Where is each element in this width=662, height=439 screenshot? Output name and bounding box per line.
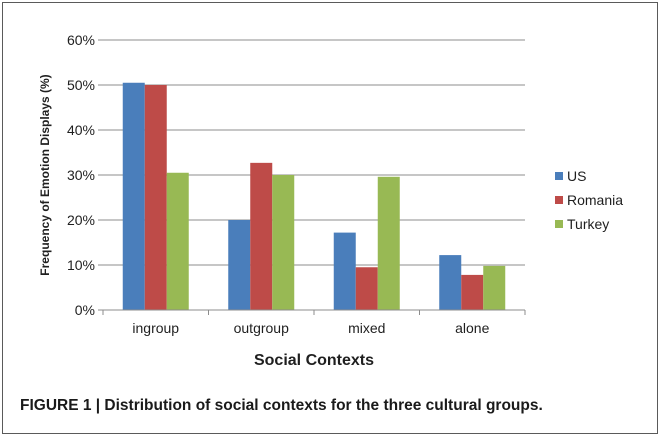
x-tick-label: alone bbox=[455, 320, 489, 336]
bar-romania-mixed bbox=[355, 267, 378, 310]
figure-frame bbox=[2, 2, 658, 434]
y-tick-label: 10% bbox=[67, 257, 95, 273]
x-tick-label: mixed bbox=[348, 320, 385, 336]
bar-romania-ingroup bbox=[144, 85, 167, 310]
bar-us-outgroup bbox=[228, 220, 251, 310]
legend-label-romania: Romania bbox=[567, 192, 623, 208]
legend-label-turkey: Turkey bbox=[567, 216, 609, 232]
y-axis-title: Frequency of Emotion Displays (%) bbox=[38, 74, 52, 275]
bar-turkey-alone bbox=[483, 265, 506, 310]
bar-us-ingroup bbox=[122, 82, 145, 310]
legend-swatch-us bbox=[555, 172, 563, 180]
bar-us-alone bbox=[439, 255, 462, 310]
y-tick-label: 0% bbox=[75, 302, 95, 318]
bar-romania-alone bbox=[461, 274, 484, 310]
bar-turkey-ingroup bbox=[166, 172, 189, 310]
bar-turkey-mixed bbox=[377, 176, 400, 310]
bar-romania-outgroup bbox=[250, 162, 273, 310]
legend-swatch-romania bbox=[555, 196, 563, 204]
y-tick-label: 40% bbox=[67, 122, 95, 138]
y-tick-label: 50% bbox=[67, 77, 95, 93]
y-tick-label: 60% bbox=[67, 32, 95, 48]
legend: US Romania Turkey bbox=[555, 168, 623, 232]
y-axis-ticks: 0% 10% 20% 30% 40% 50% 60% bbox=[67, 32, 103, 318]
legend-label-us: US bbox=[567, 168, 586, 184]
y-tick-label: 20% bbox=[67, 212, 95, 228]
figure-caption: FIGURE 1 | Distribution of social contex… bbox=[20, 397, 543, 414]
x-axis-title: Social Contexts bbox=[254, 352, 374, 369]
bar-turkey-outgroup bbox=[272, 175, 295, 310]
legend-swatch-turkey bbox=[555, 220, 563, 228]
x-tick-label: ingroup bbox=[132, 320, 179, 336]
x-tick-label: outgroup bbox=[234, 320, 289, 336]
x-axis-ticks: ingroup outgroup mixed alone bbox=[102, 310, 526, 336]
bars bbox=[122, 82, 506, 310]
bar-us-mixed bbox=[333, 232, 356, 310]
y-tick-label: 30% bbox=[67, 167, 95, 183]
